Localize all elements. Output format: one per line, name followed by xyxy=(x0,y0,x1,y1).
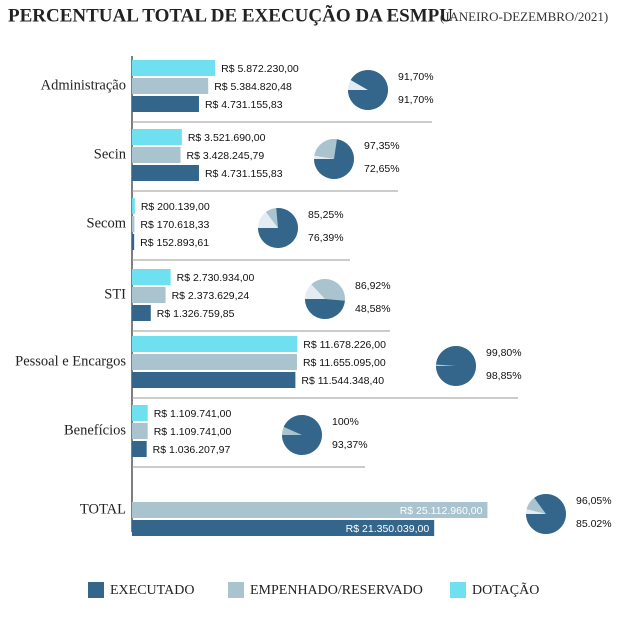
pie-bottom-wedge xyxy=(282,414,322,455)
legend-swatch xyxy=(88,582,104,598)
category-label: TOTAL xyxy=(80,501,126,517)
value-label: R$ 1.036.207,97 xyxy=(153,444,231,456)
bar xyxy=(132,441,147,457)
value-label: R$ 4.731.155,83 xyxy=(205,168,283,180)
bar xyxy=(132,129,182,145)
bar xyxy=(132,354,297,370)
bar xyxy=(132,60,216,76)
bar xyxy=(132,216,135,232)
bar xyxy=(132,234,135,250)
category-label: Benefícios xyxy=(64,422,126,438)
value-label: R$ 3.521.690,00 xyxy=(188,132,266,144)
pie-bottom-label: 85.02% xyxy=(576,518,612,530)
pie-bottom-label: 91,70% xyxy=(398,94,434,106)
bar xyxy=(132,198,135,214)
value-label: R$ 11.678.226,00 xyxy=(303,339,386,351)
legend-swatch xyxy=(450,582,466,598)
pie-bottom-label: 76,39% xyxy=(308,232,344,244)
pie-bottom-label: 72,65% xyxy=(364,163,400,175)
bar xyxy=(132,165,199,181)
bar xyxy=(132,423,148,439)
pie-top-label: 100% xyxy=(332,416,359,428)
pie-bottom-label: 98,85% xyxy=(486,370,522,382)
bar xyxy=(132,372,296,388)
pie-bottom-wedge xyxy=(258,208,298,248)
value-label: R$ 152.893,61 xyxy=(140,237,209,249)
pie-top-label: 96,05% xyxy=(576,495,612,507)
bar xyxy=(132,305,151,321)
category-label: Secin xyxy=(94,146,127,162)
pie-bottom-label: 48,58% xyxy=(355,303,391,315)
pie-bottom-wedge xyxy=(526,494,566,534)
value-label: R$ 200.139,00 xyxy=(141,201,210,213)
value-label: R$ 1.326.759,85 xyxy=(157,308,235,320)
chart-subtitle: (JANEIRO-DEZEMBRO/2021) xyxy=(440,9,608,24)
value-label: R$ 2.373.629,24 xyxy=(172,290,250,302)
legend-label: EMPENHADO/RESERVADO xyxy=(250,583,423,598)
pie-top-label: 85,25% xyxy=(308,209,344,221)
value-label: R$ 1.109.741,00 xyxy=(154,408,232,420)
bar xyxy=(132,502,488,518)
pie-bottom-wedge xyxy=(436,346,477,386)
value-label: R$ 1.109.741,00 xyxy=(154,426,232,438)
value-label: R$ 21.350.039,00 xyxy=(346,523,430,535)
bar xyxy=(132,96,199,112)
pie-top-label: 99,80% xyxy=(486,347,522,359)
bar xyxy=(132,147,181,163)
category-label: Pessoal e Encargos xyxy=(15,353,126,369)
category-label: Administração xyxy=(41,77,126,93)
pie-bottom-label: 93,37% xyxy=(332,439,368,451)
category-label: STI xyxy=(104,286,126,302)
value-label: R$ 5.384.820,48 xyxy=(214,81,292,93)
bar xyxy=(132,520,435,536)
pie-top-label: 86,92% xyxy=(355,280,391,292)
bar xyxy=(132,269,171,285)
pie-bottom-wedge xyxy=(314,139,354,179)
pie-top-label: 97,35% xyxy=(364,140,400,152)
bar xyxy=(132,405,148,421)
value-label: R$ 170.618,33 xyxy=(140,219,209,231)
category-label: Secom xyxy=(87,215,127,231)
legend-swatch xyxy=(228,582,244,598)
chart-title: PERCENTUAL TOTAL DE EXECUÇÃO DA ESMPU xyxy=(8,4,453,26)
pie-bottom-wedge xyxy=(305,299,345,320)
value-label: R$ 5.872.230,00 xyxy=(221,63,299,75)
value-label: R$ 25.112.960,00 xyxy=(400,505,483,517)
value-label: R$ 3.428.245,79 xyxy=(187,150,265,162)
legend-label: DOTAÇÃO xyxy=(472,582,539,598)
value-label: R$ 4.731.155,83 xyxy=(205,99,283,111)
bar xyxy=(132,336,298,352)
pie-bottom-wedge xyxy=(348,70,388,111)
bar xyxy=(132,78,209,94)
pie-top-label: 91,70% xyxy=(398,71,434,83)
legend-label: EXECUTADO xyxy=(110,583,194,598)
value-label: R$ 2.730.934,00 xyxy=(177,272,255,284)
value-label: R$ 11.544.348,40 xyxy=(301,375,384,387)
bar xyxy=(132,287,166,303)
value-label: R$ 11.655.095,00 xyxy=(303,357,386,369)
